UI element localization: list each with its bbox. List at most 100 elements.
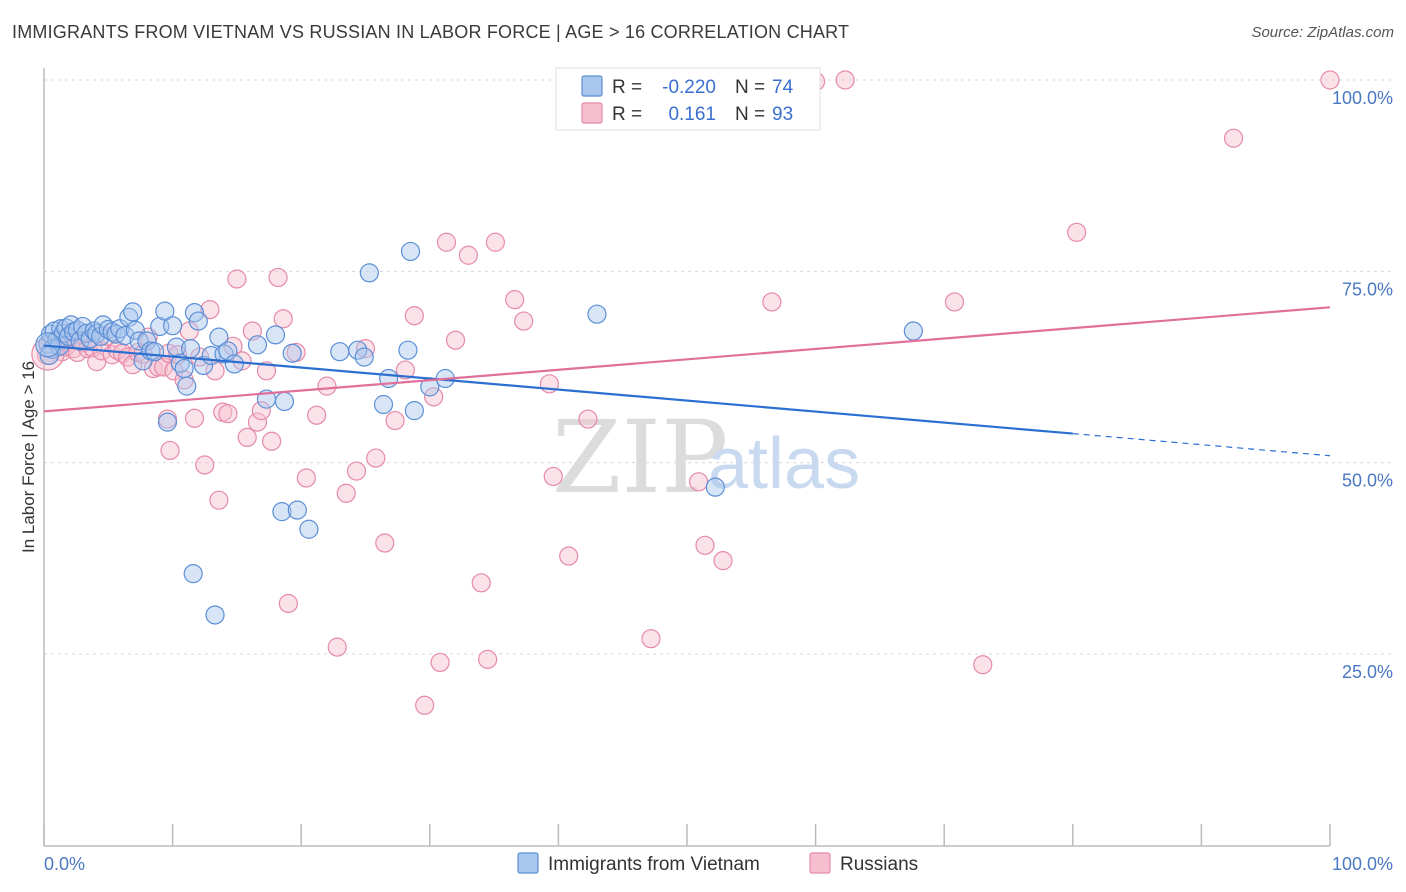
vietnam-point bbox=[400, 241, 421, 262]
russians-point bbox=[336, 483, 356, 503]
russians-point bbox=[415, 695, 435, 715]
vietnam-point bbox=[247, 335, 268, 355]
russians-points bbox=[31, 70, 1340, 715]
vietnam-point bbox=[282, 343, 302, 363]
russians-point bbox=[543, 466, 563, 487]
russians-point bbox=[436, 232, 457, 252]
vietnam-point bbox=[354, 347, 374, 367]
russians-point bbox=[184, 408, 205, 428]
vietnam-point bbox=[903, 321, 923, 341]
legend-r-value-vietnam: -0.220 bbox=[662, 77, 716, 98]
russians-point bbox=[944, 292, 965, 312]
vietnam-point bbox=[174, 358, 194, 379]
legend-swatch-russians bbox=[581, 102, 603, 124]
legend-n-value-russians: 93 bbox=[772, 104, 793, 125]
russians-point bbox=[366, 448, 386, 468]
bottom-legend-russians: Russians bbox=[840, 854, 918, 875]
russians-point bbox=[514, 311, 534, 331]
vietnam-point bbox=[163, 316, 183, 336]
russians-point bbox=[200, 300, 220, 320]
vietnam-trend-line bbox=[43, 344, 1073, 435]
x-tick-label-start: 0.0% bbox=[44, 854, 85, 874]
vietnam-point bbox=[287, 500, 307, 520]
vietnam-point bbox=[193, 355, 214, 376]
russians-point bbox=[307, 405, 327, 425]
stats-legend: R = -0.220 N = 74 R = 0.161 N = 93 bbox=[555, 67, 821, 131]
vietnam-point bbox=[373, 394, 394, 415]
russians-point bbox=[505, 290, 525, 310]
bottom-legend-swatch-vietnam bbox=[517, 852, 539, 874]
vietnam-point bbox=[224, 354, 244, 374]
legend-n-value-vietnam: 74 bbox=[772, 77, 794, 98]
russians-point bbox=[1223, 128, 1244, 148]
vietnam-point bbox=[157, 412, 178, 432]
vietnam-point bbox=[299, 519, 319, 539]
russians-point bbox=[478, 649, 498, 669]
russians-point bbox=[973, 655, 993, 675]
russians-point bbox=[430, 652, 450, 673]
russians-point bbox=[227, 269, 247, 289]
russians-point bbox=[273, 309, 293, 329]
russians-point bbox=[160, 440, 180, 461]
russians-point bbox=[262, 431, 282, 451]
russians-point bbox=[688, 472, 709, 492]
russians-point bbox=[237, 427, 257, 448]
vietnam-point bbox=[398, 340, 418, 360]
legend-r-value-russians: 0.161 bbox=[668, 104, 716, 125]
vietnam-point bbox=[705, 477, 725, 497]
russians-point bbox=[559, 546, 579, 566]
russians-point bbox=[695, 535, 715, 555]
y-tick-label-25: 25.0% bbox=[1342, 662, 1393, 682]
watermark-atlas: atlas bbox=[708, 424, 860, 504]
legend-r-label-russians: R = bbox=[612, 104, 642, 125]
russians-point bbox=[317, 376, 337, 396]
vietnam-point bbox=[144, 342, 165, 362]
legend-n-label-russians: N = bbox=[735, 104, 765, 125]
russians-point bbox=[296, 468, 316, 488]
russians-point bbox=[458, 245, 478, 265]
trend-lines bbox=[43, 306, 1331, 457]
y-tick-label-100: 100.0% bbox=[1332, 88, 1393, 108]
bottom-legend-vietnam: Immigrants from Vietnam bbox=[548, 854, 760, 875]
russians-point bbox=[218, 404, 238, 424]
russians-point bbox=[209, 490, 229, 510]
vietnam-point bbox=[183, 564, 203, 584]
russians-point bbox=[445, 330, 466, 350]
legend-n-label-vietnam: N = bbox=[735, 77, 765, 98]
russians-point bbox=[835, 70, 855, 90]
y-tick-label-50: 50.0% bbox=[1342, 471, 1393, 491]
russians-point bbox=[641, 629, 661, 649]
russians-point bbox=[1067, 222, 1087, 242]
vietnam-point bbox=[274, 391, 295, 412]
russians-point bbox=[327, 637, 347, 657]
vietnam-point bbox=[188, 311, 208, 331]
russians-trend-line bbox=[43, 306, 1331, 413]
russians-point bbox=[762, 292, 782, 312]
russians-point bbox=[247, 412, 268, 432]
watermark: ZIP atlas bbox=[552, 399, 860, 516]
russians-point bbox=[471, 573, 491, 593]
russians-point bbox=[424, 387, 444, 407]
russians-point bbox=[346, 461, 367, 481]
russians-point bbox=[268, 267, 288, 288]
vietnam-point bbox=[404, 401, 424, 421]
legend-r-label-vietnam: R = bbox=[612, 77, 642, 98]
vietnam-point bbox=[330, 342, 350, 362]
russians-point bbox=[375, 533, 395, 553]
vietnam-point bbox=[76, 323, 97, 343]
russians-point bbox=[404, 306, 424, 326]
russians-point bbox=[256, 361, 277, 381]
watermark-zip: ZIP bbox=[552, 399, 728, 516]
x-ticks bbox=[43, 824, 1331, 846]
series-legend: Immigrants from Vietnam Russians bbox=[517, 852, 918, 875]
vietnam-point bbox=[137, 331, 157, 351]
russians-point bbox=[205, 361, 225, 381]
russians-point bbox=[1320, 70, 1340, 90]
bottom-legend-swatch-russians bbox=[809, 852, 831, 874]
russians-point bbox=[713, 551, 733, 571]
vietnam-point bbox=[177, 376, 197, 396]
y-tick-labels: 25.0% 50.0% 75.0% 100.0% bbox=[1332, 88, 1393, 682]
russians-point bbox=[278, 593, 298, 614]
vietnam-point bbox=[90, 326, 111, 346]
